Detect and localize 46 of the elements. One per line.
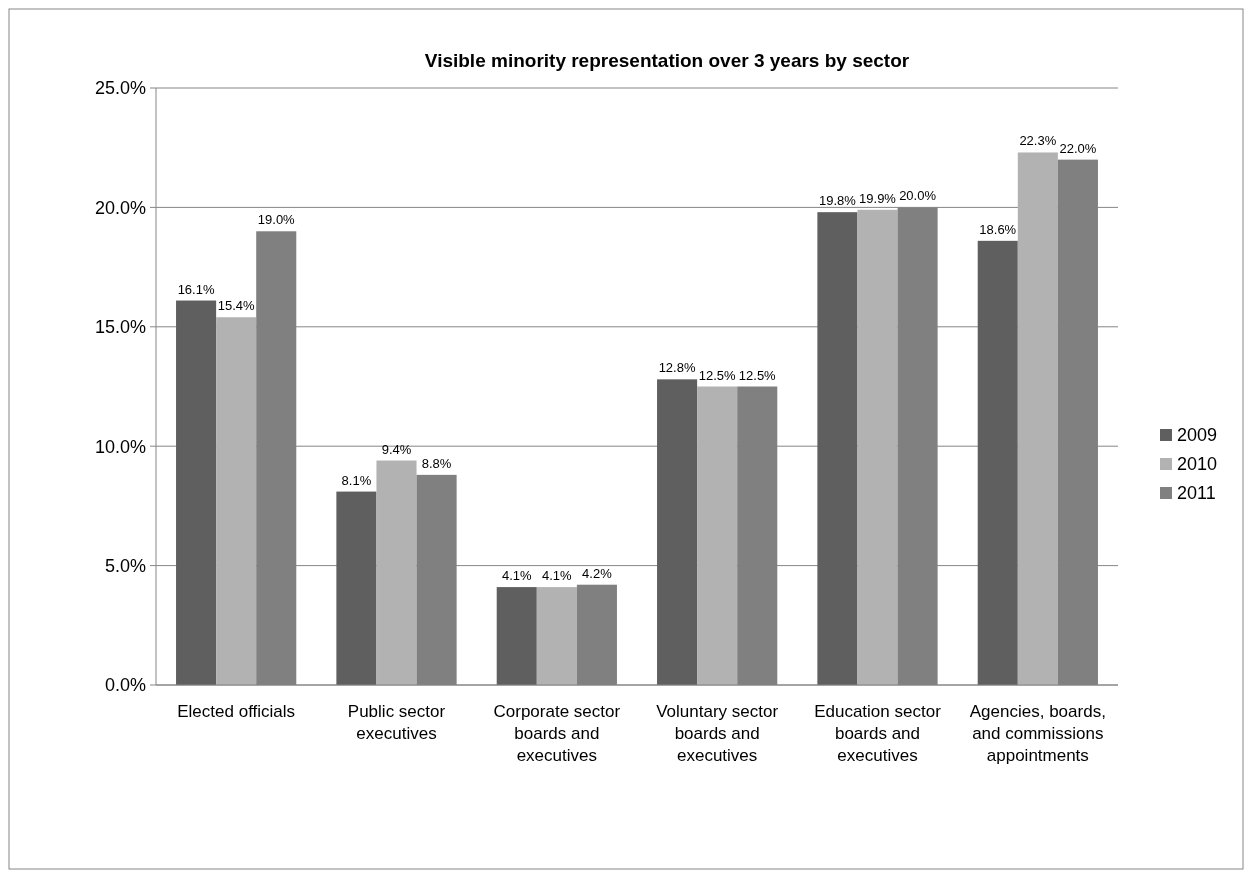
y-tick-label: 20.0%: [94, 197, 146, 218]
x-tick-label: Voluntary sector boards and executives: [656, 702, 779, 765]
legend-label: 2010: [1177, 454, 1218, 475]
data-label: 22.0%: [1059, 140, 1097, 156]
chart-title: Visible minority representation over 3 years by sector: [424, 50, 910, 71]
x-tick-label: Public sector executives: [347, 702, 446, 743]
data-label: 22.3%: [1019, 133, 1057, 149]
bar: [536, 587, 577, 685]
x-tick-label: Elected officials: [177, 702, 296, 721]
bar: [1017, 152, 1058, 685]
data-label: 20.0%: [899, 188, 937, 204]
data-label: 19.8%: [818, 193, 857, 209]
x-tick-label: Corporate sector boards and executives: [493, 702, 621, 765]
bar: [176, 300, 217, 685]
data-label: 8.8%: [421, 455, 452, 471]
bar: [817, 212, 858, 685]
data-label: 12.5%: [698, 367, 737, 383]
y-tick-label: 0.0%: [104, 675, 146, 696]
y-tick-label: 10.0%: [94, 436, 146, 457]
bar: [336, 491, 377, 685]
bar: [977, 240, 1018, 685]
data-label: 4.1%: [542, 568, 573, 584]
bar: [496, 587, 537, 685]
data-label: 19.0%: [257, 212, 296, 228]
bar: [857, 209, 898, 685]
data-label: 12.8%: [658, 360, 696, 376]
x-tick-label: Education sector boards and executives: [814, 702, 942, 765]
data-label: 12.5%: [738, 367, 777, 383]
legend-label: 2009: [1177, 425, 1218, 446]
data-label: 9.4%: [381, 441, 412, 457]
data-label: 18.6%: [979, 221, 1017, 237]
bar: [697, 386, 738, 685]
bar: [657, 379, 698, 685]
y-tick-label: 5.0%: [104, 555, 146, 576]
legend-label: 2011: [1177, 483, 1216, 504]
bar: [216, 317, 257, 685]
y-tick-label: 25.0%: [94, 78, 146, 99]
bar: [376, 460, 417, 685]
data-label: 4.1%: [501, 568, 532, 584]
data-label: 16.1%: [177, 281, 215, 297]
data-label: 4.2%: [582, 565, 613, 581]
x-tick-label: Agencies, boards, and commissions appointments: [969, 702, 1106, 765]
y-tick-label: 15.0%: [94, 317, 146, 338]
data-label: 19.9%: [859, 190, 897, 206]
data-label: 15.4%: [217, 298, 256, 314]
data-label: 8.1%: [341, 472, 372, 488]
